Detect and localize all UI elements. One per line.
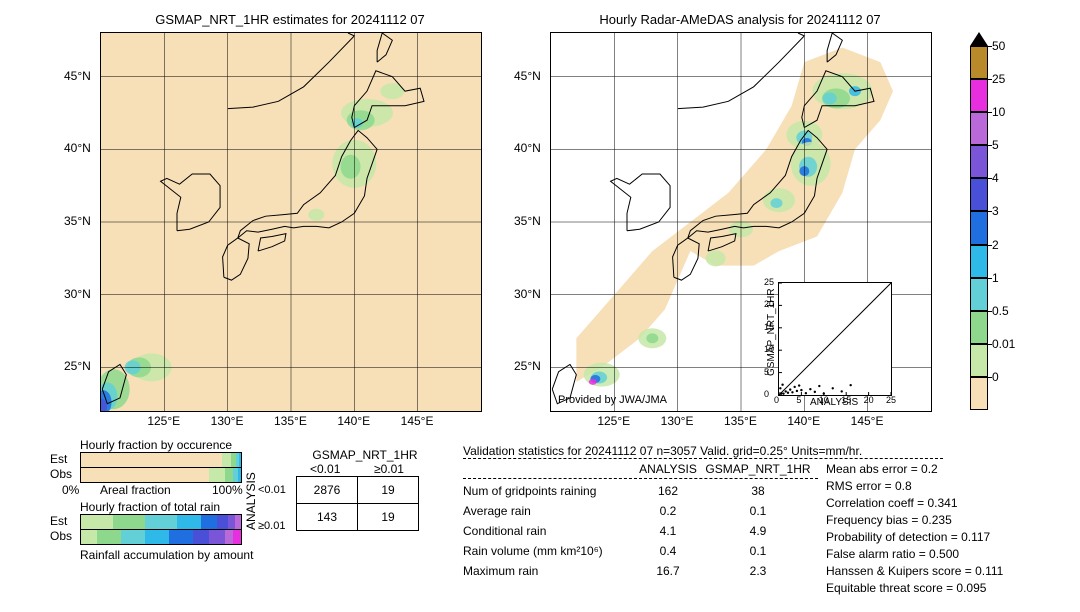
scatter-xtick: 20 [864,395,874,405]
cont-col1: <0.01 [310,462,340,476]
cont-cell: 143 [297,504,358,531]
lon-tick: 125°E [147,414,180,428]
cbar-tick: 1 [992,271,999,285]
cbar-tick: 0.01 [992,337,1015,351]
pct0: 0% [62,483,79,497]
lon-tick: 145°E [401,414,434,428]
pct100: 100% [212,483,243,497]
stat-row: Hanssen & Kuipers score = 0.111 [826,564,1003,578]
lat-tick: 40°N [64,141,91,155]
lat-tick: 40°N [514,141,541,155]
cbar-tick: 0.5 [992,304,1009,318]
lon-tick: 135°E [274,414,307,428]
cbar-tick: 50 [992,39,1005,53]
lat-tick: 45°N [64,69,91,83]
areal-fraction: Areal fraction [100,483,171,497]
provided-text: Provided by JWA/JMA [558,394,667,406]
stat-row: Probability of detection = 0.117 [826,530,990,544]
lat-tick: 35°N [514,214,541,228]
cbar-tick: 5 [992,138,999,152]
bar-occ-est [80,452,242,468]
hourly-occ-title: Hourly fraction by occurence [80,438,232,452]
scatter-plot [778,282,892,396]
map2-title: Hourly Radar-AMeDAS analysis for 2024111… [550,12,930,27]
lon-tick: 135°E [724,414,757,428]
validation-title: Validation statistics for 20241112 07 n=… [463,444,862,458]
lat-tick: 30°N [514,287,541,301]
obs-label-1: Obs [50,467,72,481]
colorbar: 50 25 10 5 4 3 2 1 0.5 0.01 0 [970,32,1030,410]
cbar-tick: 2 [992,238,999,252]
stat-row: Maximum rain16.72.3 [463,564,813,578]
stat-row: Correlation coeff = 0.341 [826,496,958,510]
bar-occ-obs [80,467,242,483]
lat-tick: 25°N [514,359,541,373]
stat-row: RMS error = 0.8 [826,479,912,493]
stat-row: Average rain0.20.1 [463,504,813,518]
bar-rain-est [80,514,242,530]
rain-accum-title: Rainfall accumulation by amount [80,548,253,562]
stat-row: False alarm ratio = 0.500 [826,547,959,561]
lat-tick: 25°N [64,359,91,373]
stat-row: Num of gridpoints raining16238 [463,484,813,498]
cont-row2: ≥0.01 [258,520,285,532]
scatter-xtick: 5 [796,395,801,405]
lat-tick: 35°N [64,214,91,228]
bar-rain-obs [80,529,242,545]
map1-title: GSMAP_NRT_1HR estimates for 20241112 07 [100,12,480,27]
lon-tick: 130°E [661,414,694,428]
lat-tick: 30°N [64,287,91,301]
scatter-ytick: 0 [764,389,769,399]
cbar-tick: 4 [992,171,999,185]
cont-row1: <0.01 [258,484,286,496]
cbar-tick: 3 [992,204,999,218]
scatter-xtick: 15 [841,395,851,405]
dash-line [463,458,943,459]
cbar-tick: 10 [992,105,1005,119]
lat-tick: 45°N [514,69,541,83]
lon-tick: 130°E [211,414,244,428]
cont-cell: 19 [358,477,419,504]
stat-row: Mean abs error = 0.2 [826,462,938,476]
lon-tick: 140°E [787,414,820,428]
est-label-1: Est [50,452,67,466]
lon-tick: 125°E [597,414,630,428]
scatter-xtick: 10 [819,395,829,405]
cbar-tick: 25 [992,72,1005,86]
stat-row: Equitable threat score = 0.095 [826,581,986,595]
cont-cell: 19 [358,504,419,531]
lon-tick: 140°E [337,414,370,428]
cont-title: GSMAP_NRT_1HR [305,448,425,462]
stat-row: Frequency bias = 0.235 [826,513,952,527]
scatter-ytick: 5 [764,367,769,377]
contingency-table: 287619 14319 [296,476,419,531]
scatter-ytick: 20 [764,299,774,309]
cont-col2: ≥0.01 [374,462,404,476]
cbar-tick: 0 [992,370,999,384]
cont-cell: 2876 [297,477,358,504]
cont-rowlab: ANALYSIS [244,472,258,530]
hourly-rain-title: Hourly fraction of total rain [80,500,220,514]
stat-row: Conditional rain4.14.9 [463,524,813,538]
scatter-ytick: 10 [764,344,774,354]
lon-tick: 145°E [851,414,884,428]
stat-row: Rain volume (mm km²10⁶)0.40.1 [463,544,813,558]
stat-header: ANALYSISGSMAP_NRT_1HR [463,462,813,476]
map1-frame [100,32,482,412]
scatter-xtick: 25 [886,395,896,405]
est-label-2: Est [50,514,67,528]
scatter-ytick: 25 [764,277,774,287]
scatter-xtick: 0 [774,395,779,405]
obs-label-2: Obs [50,529,72,543]
scatter-ytick: 15 [764,322,774,332]
